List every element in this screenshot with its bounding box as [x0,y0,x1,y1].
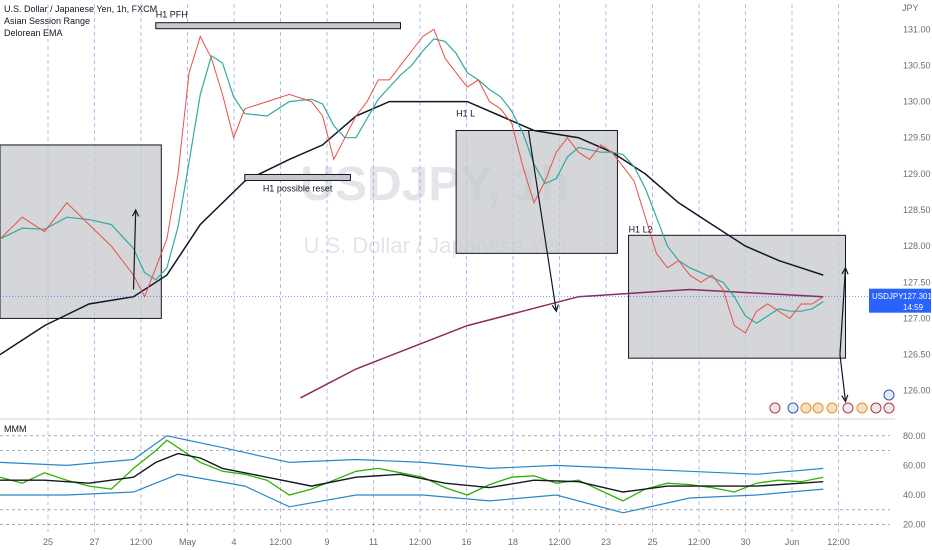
x-tick-label: 9 [324,537,329,547]
event-icon[interactable] [856,402,868,414]
arrow-line[interactable] [839,267,847,355]
y-tick-label: 129.00 [903,169,931,179]
y-tick-label: 130.00 [903,97,931,107]
level-bar-label: H1 possible reset [263,183,333,193]
y-tick-label: 128.00 [903,241,931,251]
osc-y-tick-label: 20.00 [903,520,926,530]
x-tick-label: 12:00 [688,537,711,547]
x-tick-label: 30 [740,537,750,547]
y-tick-label: 126.00 [903,386,931,396]
x-tick-label: 27 [89,537,99,547]
osc-upper-band[interactable] [0,435,824,475]
x-tick-label: 18 [508,537,518,547]
indicator-delorean-ema[interactable]: Delorean EMA [4,28,63,38]
osc-y-tick-label: 40.00 [903,490,926,500]
y-tick-label: 128.50 [903,205,931,215]
axes: 131.00 130.50 130.00 129.50 129.00 128.50 128.… [43,24,931,547]
y-tick-label: 131.00 [903,24,931,34]
level-bar-label: H1 PFH [156,10,188,20]
event-icon[interactable] [883,389,895,401]
oscillator-title[interactable]: MMM [4,424,27,434]
y-tick-label: 127.50 [903,277,931,287]
x-tick-label: 11 [369,537,378,547]
y-tick-label: 129.50 [903,133,931,143]
x-tick-label: 12:00 [827,537,850,547]
arrow-head [841,394,849,403]
event-icon[interactable] [787,402,799,414]
chart-title: U.S. Dollar / Japanese Yen, 1h, FXCM [4,4,157,14]
vertical-grid [47,4,839,532]
osc-y-tick-label: 80.00 [903,431,926,441]
level-bar[interactable] [244,173,351,181]
ema-fast-line[interactable] [0,38,824,324]
last-price-tag: USDJPY 127.301 14:59 [869,288,932,313]
y-tick-label: 127.00 [903,313,931,323]
x-tick-label: 25 [43,537,53,547]
x-tick-label: May [179,537,197,547]
last-price-countdown: 14:59 [903,303,924,312]
x-tick-label: 12:00 [548,537,571,547]
y-tick-label: 126.50 [903,350,931,360]
zone-label: H1 L2 [629,224,653,234]
series [0,28,869,399]
x-tick-label: 16 [461,537,471,547]
range-zone[interactable] [628,234,846,359]
y-tick-label: 130.50 [903,60,931,70]
arrow-line[interactable] [839,354,847,402]
x-tick-label: 23 [601,537,611,547]
currency-label: JPY [902,3,919,13]
x-tick-label: 25 [647,537,657,547]
osc-signal-line[interactable] [0,452,824,493]
osc-main-line[interactable] [0,439,824,502]
event-icon[interactable] [883,402,895,414]
event-icon[interactable] [826,402,838,414]
level-bar[interactable] [155,22,401,30]
x-tick-label: Jun [785,537,800,547]
range-zone[interactable] [455,129,618,254]
x-tick-label: 12:00 [130,537,153,547]
osc-lower-band[interactable] [0,473,824,514]
osc-y-tick-label: 60.00 [903,460,926,470]
last-price-symbol: USDJPY [872,292,904,301]
event-icon[interactable] [769,402,781,414]
arrow-head [841,266,849,275]
indicator-asian-session-range[interactable]: Asian Session Range [4,16,90,26]
zone-label: H1 L [456,109,475,119]
x-tick-label: 4 [231,537,236,547]
annotations: H1 PFH H1 possible reset H1 L H1 L2 [131,10,849,403]
x-tick-label: 12:00 [409,537,432,547]
x-tick-label: 12:00 [269,537,292,547]
event-icon[interactable] [870,402,882,414]
arrow-line[interactable] [132,209,137,290]
arrow-head [551,304,559,313]
event-icon[interactable] [842,402,854,414]
last-price-value: 127.301 [903,292,932,301]
price-line[interactable] [0,28,824,334]
event-icon[interactable] [800,402,812,414]
event-icon[interactable] [812,402,824,414]
arrow-head [131,208,140,217]
ema-slow-line[interactable] [0,100,824,356]
economic-events[interactable] [769,389,895,414]
arrow-line[interactable] [527,130,557,312]
range-zone[interactable] [0,144,162,319]
oscillator-pane [0,435,890,525]
